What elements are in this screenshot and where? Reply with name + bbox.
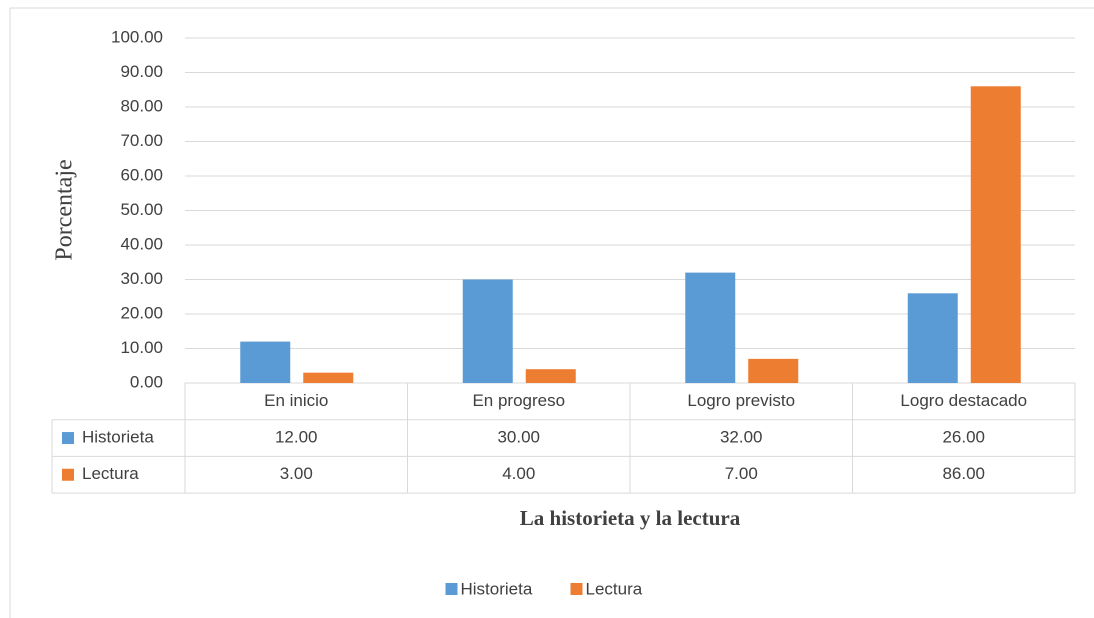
bar — [748, 358, 799, 383]
x-tick-label: Logro destacado — [900, 391, 1027, 410]
table-value: 86.00 — [942, 464, 985, 483]
y-tick-label: 50.00 — [120, 200, 163, 219]
y-tick-label: 40.00 — [120, 234, 163, 253]
y-tick-label: 30.00 — [120, 269, 163, 288]
legend-key — [445, 583, 458, 595]
x-tick-label: En progreso — [472, 391, 565, 410]
table-value: 3.00 — [280, 464, 313, 483]
y-tick-label: 80.00 — [120, 96, 163, 115]
bar — [240, 341, 291, 383]
y-tick-label: 60.00 — [120, 165, 163, 184]
y-tick-label: 0.00 — [130, 372, 163, 391]
y-tick-label: 70.00 — [120, 131, 163, 150]
table-value: 32.00 — [720, 428, 763, 447]
table-series-name: Historieta — [82, 428, 154, 447]
y-tick-label: 100.00 — [111, 27, 163, 46]
legend-label: Historieta — [461, 579, 533, 598]
y-tick-label: 90.00 — [120, 62, 163, 81]
table-series-name: Lectura — [82, 464, 139, 483]
x-tick-label: Logro previsto — [687, 391, 795, 410]
x-axis-title: La historieta y la lectura — [520, 506, 741, 530]
table-value: 4.00 — [502, 464, 535, 483]
legend-key — [570, 583, 583, 595]
table-legend-key — [62, 432, 74, 445]
bar — [685, 272, 736, 383]
bar — [970, 86, 1021, 384]
bar — [462, 279, 513, 383]
table-legend-key — [62, 468, 74, 481]
table-value: 12.00 — [275, 428, 318, 447]
table-value: 7.00 — [725, 464, 758, 483]
x-tick-label: En inicio — [264, 391, 328, 410]
legend-label: Lectura — [586, 579, 643, 598]
bar — [907, 293, 958, 383]
y-axis-title: Porcentaje — [52, 159, 78, 260]
table-value: 26.00 — [942, 428, 985, 447]
y-tick-label: 20.00 — [120, 303, 163, 322]
bar — [303, 372, 354, 383]
table-value: 30.00 — [497, 428, 540, 447]
chart-frame — [9, 7, 1094, 618]
y-tick-label: 10.00 — [120, 338, 163, 357]
bar — [525, 369, 576, 383]
